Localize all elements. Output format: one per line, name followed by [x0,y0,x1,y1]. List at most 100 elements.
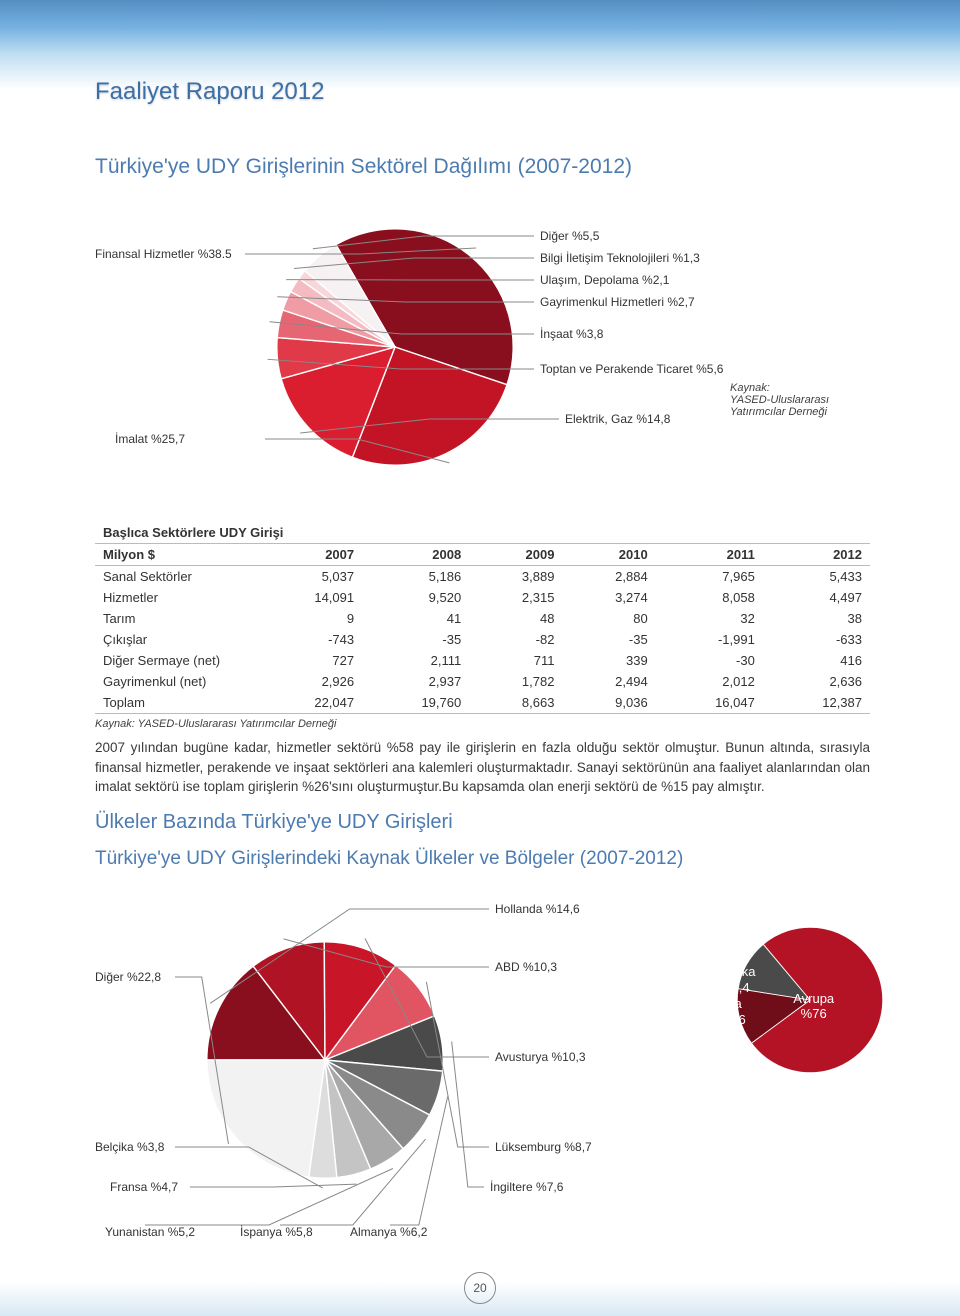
table-cell: 9,520 [362,587,469,608]
section2-title: Ülkeler Bazında Türkiye'ye UDY Girişleri [95,811,870,834]
table-cell: 2,937 [362,671,469,692]
pie2-slice-label: Hollanda %14,6 [495,902,580,916]
table-header-year: 2011 [656,544,763,566]
table-cell: 2,012 [656,671,763,692]
table-row: Diğer Sermaye (net)7272,111711339-30416 [95,650,870,671]
table-cell: 5,186 [362,566,469,588]
pie1-slice-label: Finansal Hizmetler %38.5 [95,247,232,261]
table-row: Çıkışlar-743-35-82-35-1,991-633 [95,629,870,650]
pie1-slice-label: Diğer %5,5 [540,229,599,243]
page-number-circle: 20 [464,1272,496,1304]
table-header-label: Milyon $ [95,544,255,566]
table-source: Kaynak: YASED-Uluslararası Yatırımcılar … [95,718,870,730]
table-cell: 5,037 [255,566,362,588]
table-cell: 38 [763,608,870,629]
table-cell: 2,884 [562,566,655,588]
pie-chart-sector: Kaynak: YASED-Uluslararası Yatırımcılar … [95,187,870,507]
pie1-slice-label: Toptan ve Perakende Ticaret %5,6 [540,362,723,376]
table-cell: 339 [562,650,655,671]
main-content: Türkiye'ye UDY Girişlerinin Sektörel Dağ… [95,155,870,1240]
table-cell: 48 [469,608,562,629]
table-cell: 19,760 [362,692,469,714]
table-body: Sanal Sektörler5,0375,1863,8892,8847,965… [95,566,870,714]
top-wave-decoration [0,0,960,90]
table-cell: -1,991 [656,629,763,650]
page-title: Faaliyet Raporu 2012 [95,78,324,106]
table-cell: 711 [469,650,562,671]
pie2-slice-label: Fransa %4,7 [110,1180,178,1194]
table-header-year: 2012 [763,544,870,566]
pie2-slice-label: Diğer %22,8 [95,970,161,984]
table-row: Gayrimenkul (net)2,9262,9371,7822,4942,0… [95,671,870,692]
table-cell: 7,965 [656,566,763,588]
table-cell: 3,274 [562,587,655,608]
pie2-slice-label: Almanya %6,2 [350,1225,427,1239]
section2-subtitle: Türkiye'ye UDY Girişlerindeki Kaynak Ülk… [95,848,870,870]
table-row-label: Hizmetler [95,587,255,608]
pie1-slice-label: Ulaşım, Depolama %2,1 [540,273,669,287]
table-cell: -633 [763,629,870,650]
pie2-slice-label: Lüksemburg %8,7 [495,1140,592,1154]
pie-slice [207,1060,325,1177]
pie1-source-note: Kaynak: YASED-Uluslararası Yatırımcılar … [730,382,870,418]
table-cell: 2,636 [763,671,870,692]
table-cell: 12,387 [763,692,870,714]
table-cell: 1,782 [469,671,562,692]
table-cell: 2,315 [469,587,562,608]
table-cell: 9 [255,608,362,629]
table-cell: -743 [255,629,362,650]
pie2-slice-label: ABD %10,3 [495,960,557,974]
pie3-slice-label: Avrupa%76 [784,991,844,1022]
table-cell: -35 [362,629,469,650]
table-cell: 9,036 [562,692,655,714]
table-row: Toplam22,04719,7608,6639,03616,04712,387 [95,692,870,714]
table-title: Başlıca Sektörlere UDY Girişi [95,519,870,544]
table-cell: 80 [562,608,655,629]
table-row: Tarım94148803238 [95,608,870,629]
table-cell: 2,494 [562,671,655,692]
pie2-svg [195,930,455,1190]
table-cell: 22,047 [255,692,362,714]
pie1-slice-label: İnşaat %3,8 [540,327,603,341]
table-cell: 8,663 [469,692,562,714]
sector-table: Başlıca Sektörlere UDY Girişi Milyon $20… [95,519,870,714]
pie1-svg [265,217,525,477]
pie2-slice-label: İngiltere %7,6 [490,1180,563,1194]
pie1-slice-label: Elektrik, Gaz %14,8 [565,412,670,426]
table-row-label: Diğer Sermaye (net) [95,650,255,671]
table-cell: 727 [255,650,362,671]
table-cell: -30 [656,650,763,671]
pie3-slice-label: Amerika%11,4 [702,964,762,995]
table-row: Hizmetler14,0919,5202,3153,2748,0584,497 [95,587,870,608]
table-row-label: Gayrimenkul (net) [95,671,255,692]
table-cell: 416 [763,650,870,671]
table-cell: 41 [362,608,469,629]
table-header-year: 2008 [362,544,469,566]
table-row-label: Tarım [95,608,255,629]
pie1-slice-label: Gayrimenkul Hizmetleri %2,7 [540,295,695,309]
table-cell: 16,047 [656,692,763,714]
table-row-label: Toplam [95,692,255,714]
pie2-slice-label: Yunanistan %5,2 [105,1225,195,1239]
table-cell: 8,058 [656,587,763,608]
page-number: 20 [464,1272,496,1304]
table-header-year: 2009 [469,544,562,566]
table-cell: -35 [562,629,655,650]
pie-chart-countries: Hollanda %14,6 ABD %10,3 Avusturya %10,3 Lü… [95,880,870,1240]
table-cell: 32 [656,608,763,629]
table-header-year: 2010 [562,544,655,566]
pie2-slice-label: Belçika %3,8 [95,1140,164,1154]
pie2-slice-label: Avusturya %10,3 [495,1050,586,1064]
pie3-slice-label: Asya%12,6 [697,996,757,1027]
pie1-slice-label: Bilgi İletişim Teknolojileri %1,3 [540,251,700,265]
section1-title: Türkiye'ye UDY Girişlerinin Sektörel Dağ… [95,155,870,179]
table-cell: 14,091 [255,587,362,608]
table-row-label: Çıkışlar [95,629,255,650]
table-header-year: 2007 [255,544,362,566]
table-cell: 4,497 [763,587,870,608]
table-cell: 3,889 [469,566,562,588]
table-header-row: Milyon $200720082009201020112012 [95,544,870,566]
table-cell: 2,926 [255,671,362,692]
body-paragraph: 2007 yılından bugüne kadar, hizmetler se… [95,738,870,797]
table-cell: 5,433 [763,566,870,588]
